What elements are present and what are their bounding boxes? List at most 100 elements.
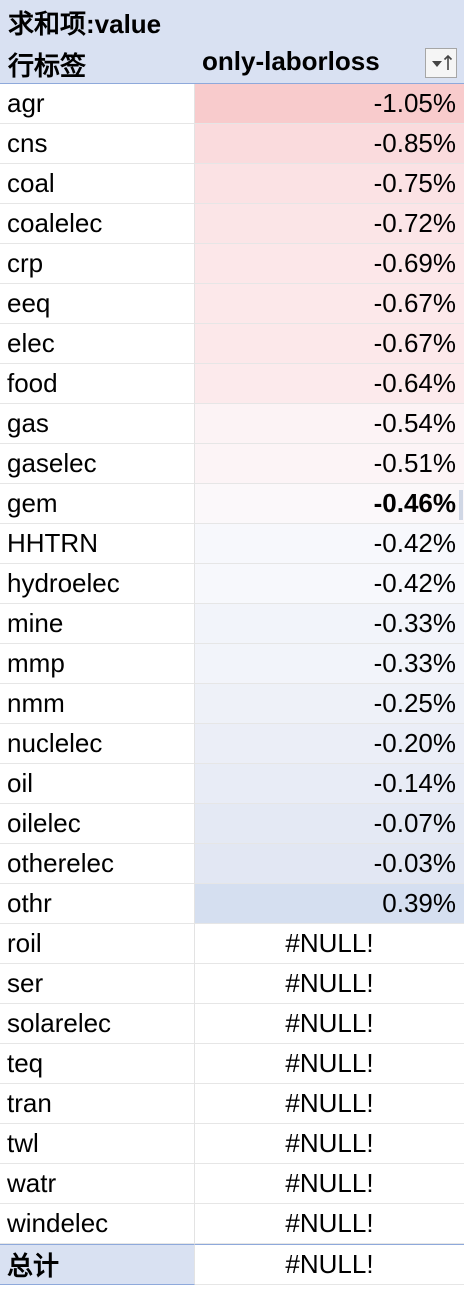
row-label-cell[interactable]: mmp [0, 644, 195, 684]
row-label-cell[interactable]: ser [0, 964, 195, 1004]
table-row[interactable]: mine -0.33% [0, 604, 464, 644]
grand-total-row[interactable]: 总计 #NULL! [0, 1244, 464, 1285]
value-cell[interactable]: -0.42% [195, 524, 464, 564]
value-cell[interactable]: -0.72% [195, 204, 464, 244]
row-label-cell[interactable]: oil [0, 764, 195, 804]
row-label-cell[interactable]: watr [0, 1164, 195, 1204]
value-cell[interactable]: -0.85% [195, 124, 464, 164]
row-label-cell[interactable]: food [0, 364, 195, 404]
table-row[interactable]: twl #NULL! [0, 1124, 464, 1164]
value-cell[interactable]: #NULL! [195, 1084, 464, 1124]
table-row[interactable]: oilelec -0.07% [0, 804, 464, 844]
table-row[interactable]: nuclelec -0.20% [0, 724, 464, 764]
value-cell[interactable]: #NULL! [195, 1204, 464, 1244]
row-label-cell[interactable]: tran [0, 1084, 195, 1124]
row-label-cell[interactable]: coal [0, 164, 195, 204]
table-row[interactable]: HHTRN -0.42% [0, 524, 464, 564]
value-cell[interactable]: 0.39% [195, 884, 464, 924]
table-row[interactable]: crp -0.69% [0, 244, 464, 284]
row-label-cell[interactable]: gaselec [0, 444, 195, 484]
table-row[interactable]: oil -0.14% [0, 764, 464, 804]
value-cell[interactable]: #NULL! [195, 924, 464, 964]
table-row[interactable]: coal -0.75% [0, 164, 464, 204]
value-text: #NULL! [285, 1088, 374, 1118]
value-cell[interactable]: -0.25% [195, 684, 464, 724]
value-text: #NULL! [285, 1128, 374, 1158]
row-label-cell[interactable]: elec [0, 324, 195, 364]
grand-total-value[interactable]: #NULL! [195, 1244, 464, 1285]
table-row[interactable]: solarelec #NULL! [0, 1004, 464, 1044]
value-cell[interactable]: -0.20% [195, 724, 464, 764]
row-label-cell[interactable]: otherelec [0, 844, 195, 884]
value-cell[interactable]: -0.67% [195, 284, 464, 324]
table-row[interactable]: coalelec -0.72% [0, 204, 464, 244]
row-label-cell[interactable]: nmm [0, 684, 195, 724]
row-label-cell[interactable]: crp [0, 244, 195, 284]
value-cell[interactable]: -0.07% [195, 804, 464, 844]
value-cell[interactable]: -0.51% [195, 444, 464, 484]
row-label-cell[interactable]: gas [0, 404, 195, 444]
table-row[interactable]: nmm -0.25% [0, 684, 464, 724]
row-label-cell[interactable]: eeq [0, 284, 195, 324]
value-cell[interactable]: #NULL! [195, 1004, 464, 1044]
value-cell[interactable]: -0.14% [195, 764, 464, 804]
value-text: -0.42% [373, 568, 456, 598]
value-cell[interactable]: -1.05% [195, 84, 464, 124]
sort-filter-button[interactable] [425, 48, 457, 78]
value-cell[interactable]: #NULL! [195, 1164, 464, 1204]
table-row[interactable]: hydroelec -0.42% [0, 564, 464, 604]
row-label-cell[interactable]: oilelec [0, 804, 195, 844]
value-cell[interactable]: -0.42% [195, 564, 464, 604]
value-cell[interactable]: -0.75% [195, 164, 464, 204]
value-cell[interactable]: #NULL! [195, 964, 464, 1004]
value-cell[interactable]: -0.54% [195, 404, 464, 444]
value-text: -0.51% [373, 448, 456, 478]
row-label-cell[interactable]: cns [0, 124, 195, 164]
value-cell[interactable]: -0.33% [195, 644, 464, 684]
table-row[interactable]: agr -1.05% [0, 84, 464, 124]
row-label-cell[interactable]: solarelec [0, 1004, 195, 1044]
row-label-cell[interactable]: teq [0, 1044, 195, 1084]
table-row[interactable]: roil #NULL! [0, 924, 464, 964]
table-row[interactable]: cns -0.85% [0, 124, 464, 164]
row-label-cell[interactable]: gem [0, 484, 195, 524]
table-row[interactable]: ser #NULL! [0, 964, 464, 1004]
table-row[interactable]: gem -0.46% [0, 484, 464, 524]
row-label-cell[interactable]: coalelec [0, 204, 195, 244]
row-label-cell[interactable]: mine [0, 604, 195, 644]
value-cell[interactable]: #NULL! [195, 1044, 464, 1084]
table-row[interactable]: mmp -0.33% [0, 644, 464, 684]
row-label-cell[interactable]: HHTRN [0, 524, 195, 564]
table-row[interactable]: windelec #NULL! [0, 1204, 464, 1244]
value-cell[interactable]: #NULL! [195, 1124, 464, 1164]
grand-total-label[interactable]: 总计 [0, 1244, 195, 1285]
table-row[interactable]: gaselec -0.51% [0, 444, 464, 484]
table-row[interactable]: elec -0.67% [0, 324, 464, 364]
value-cell[interactable]: -0.33% [195, 604, 464, 644]
table-row[interactable]: gas -0.54% [0, 404, 464, 444]
table-row[interactable]: othr 0.39% [0, 884, 464, 924]
table-row[interactable]: watr #NULL! [0, 1164, 464, 1204]
value-text: #NULL! [285, 1208, 374, 1238]
row-label-cell[interactable]: nuclelec [0, 724, 195, 764]
value-text: -0.85% [373, 128, 456, 158]
value-cell[interactable]: -0.46% [195, 484, 464, 524]
row-label-cell[interactable]: hydroelec [0, 564, 195, 604]
value-text: -0.33% [373, 608, 456, 638]
row-label-cell[interactable]: windelec [0, 1204, 195, 1244]
value-cell[interactable]: -0.64% [195, 364, 464, 404]
table-row[interactable]: teq #NULL! [0, 1044, 464, 1084]
table-row[interactable]: tran #NULL! [0, 1084, 464, 1124]
row-label-cell[interactable]: othr [0, 884, 195, 924]
row-label-cell[interactable]: roil [0, 924, 195, 964]
table-row[interactable]: eeq -0.67% [0, 284, 464, 324]
value-cell[interactable]: -0.03% [195, 844, 464, 884]
row-label-cell[interactable]: agr [0, 84, 195, 124]
row-label-cell[interactable]: twl [0, 1124, 195, 1164]
value-text: -0.72% [373, 208, 456, 238]
value-cell[interactable]: -0.69% [195, 244, 464, 284]
table-row[interactable]: otherelec -0.03% [0, 844, 464, 884]
table-row[interactable]: food -0.64% [0, 364, 464, 404]
value-cell[interactable]: -0.67% [195, 324, 464, 364]
